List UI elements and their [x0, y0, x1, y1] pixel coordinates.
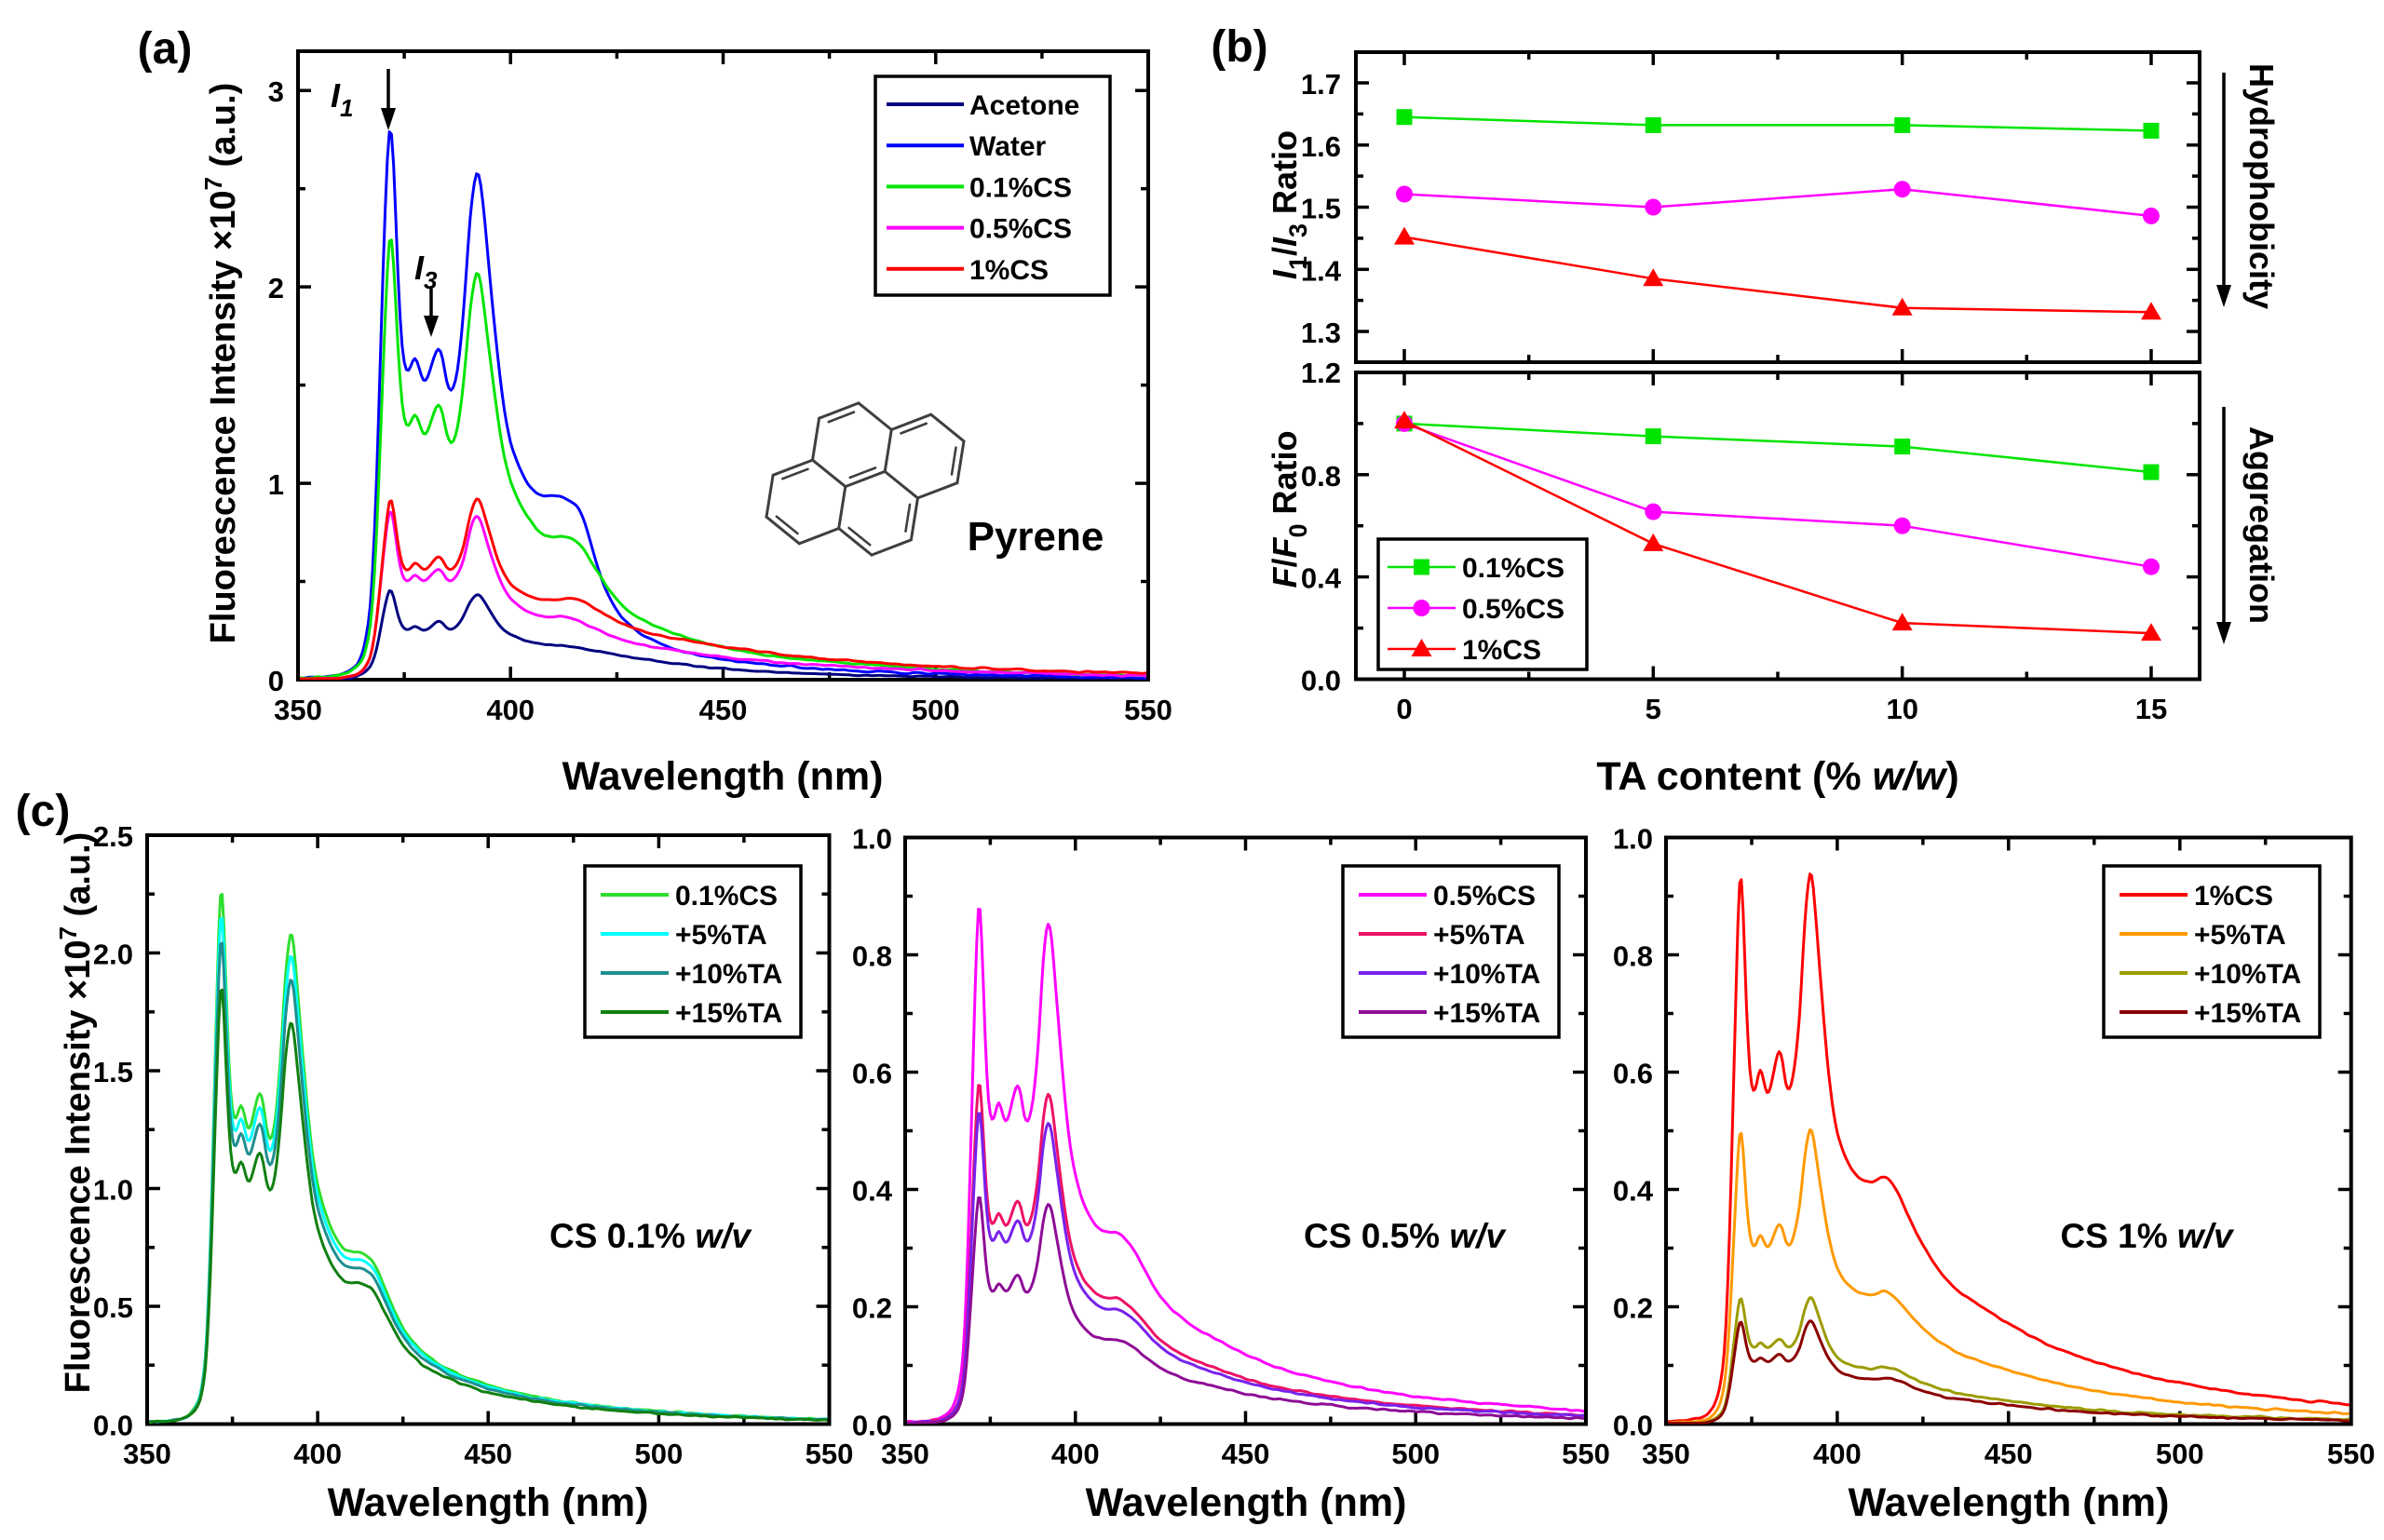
svg-text:0.0: 0.0 [852, 1410, 892, 1442]
svg-text:400: 400 [293, 1438, 342, 1470]
svg-text:1.4: 1.4 [1301, 254, 1342, 287]
svg-text:CS 0.1% w/v: CS 0.1% w/v [549, 1217, 752, 1255]
svg-text:0.1%CS: 0.1%CS [1462, 553, 1564, 584]
svg-text:1.0: 1.0 [852, 823, 892, 856]
svg-text:1%CS: 1%CS [969, 255, 1049, 286]
svg-text:0.5%CS: 0.5%CS [969, 214, 1072, 245]
svg-text:2.0: 2.0 [93, 939, 133, 971]
svg-text:0.0: 0.0 [1301, 665, 1341, 697]
svg-text:Pyrene: Pyrene [968, 514, 1104, 560]
svg-text:10: 10 [1886, 693, 1917, 725]
svg-text:Wavelength (nm): Wavelength (nm) [328, 1480, 649, 1525]
svg-text:0.8: 0.8 [852, 940, 892, 973]
svg-text:1.3: 1.3 [1301, 317, 1341, 349]
svg-text:0.8: 0.8 [1613, 940, 1653, 973]
svg-text:550: 550 [806, 1438, 854, 1470]
svg-text:550: 550 [2327, 1438, 2376, 1470]
svg-text:350: 350 [123, 1438, 171, 1470]
svg-text:0.2: 0.2 [852, 1292, 892, 1325]
svg-text:450: 450 [1984, 1438, 2033, 1470]
svg-text:Aggregation: Aggregation [2242, 426, 2281, 624]
svg-text:+5%TA: +5%TA [2194, 920, 2286, 951]
svg-text:+5%TA: +5%TA [675, 920, 767, 951]
svg-text:1.6: 1.6 [1301, 130, 1341, 163]
svg-text:400: 400 [486, 694, 535, 726]
svg-text:500: 500 [1391, 1438, 1440, 1470]
svg-text:500: 500 [912, 694, 960, 726]
svg-text:0: 0 [1396, 693, 1412, 725]
svg-text:Fluorescence Intensity ×107 (a: Fluorescence Intensity ×107 (a.u.) [199, 83, 243, 644]
svg-text:500: 500 [635, 1438, 684, 1470]
svg-text:Fluorescence Intensity ×107 (a: Fluorescence Intensity ×107 (a.u.) [54, 832, 98, 1394]
svg-text:+15%TA: +15%TA [2194, 998, 2301, 1029]
svg-text:550: 550 [1562, 1438, 1610, 1470]
svg-text:0.6: 0.6 [852, 1058, 892, 1090]
svg-text:+15%TA: +15%TA [675, 998, 782, 1029]
svg-text:CS 1% w/v: CS 1% w/v [2060, 1217, 2234, 1255]
svg-text:0.5%CS: 0.5%CS [1433, 881, 1536, 912]
svg-text:550: 550 [1124, 694, 1172, 726]
svg-text:(a): (a) [138, 24, 193, 74]
svg-text:3: 3 [268, 75, 284, 108]
svg-text:1.5: 1.5 [93, 1056, 133, 1088]
svg-text:TA content (% w/w): TA content (% w/w) [1596, 754, 1958, 799]
svg-text:(c): (c) [16, 787, 71, 836]
svg-text:+10%TA: +10%TA [1433, 959, 1540, 990]
svg-text:500: 500 [2156, 1438, 2204, 1470]
svg-text:0.4: 0.4 [852, 1175, 893, 1208]
svg-text:I1/I3 Ratio: I1/I3 Ratio [1266, 130, 1312, 279]
svg-text:350: 350 [1642, 1438, 1690, 1470]
svg-text:5: 5 [1646, 693, 1661, 725]
svg-text:Acetone: Acetone [969, 90, 1079, 121]
svg-text:Wavelength (nm): Wavelength (nm) [1086, 1480, 1407, 1525]
svg-text:1: 1 [268, 468, 284, 501]
svg-text:0.1%CS: 0.1%CS [969, 172, 1072, 203]
svg-text:+5%TA: +5%TA [1433, 920, 1525, 951]
svg-text:+15%TA: +15%TA [1433, 998, 1540, 1029]
svg-text:CS 0.5% w/v: CS 0.5% w/v [1304, 1217, 1507, 1255]
svg-text:350: 350 [881, 1438, 929, 1470]
svg-text:2: 2 [268, 272, 284, 304]
svg-text:0.2: 0.2 [1613, 1292, 1653, 1325]
svg-text:0.8: 0.8 [1301, 460, 1341, 493]
svg-text:Water: Water [969, 131, 1047, 162]
svg-text:15: 15 [2135, 693, 2167, 725]
svg-text:450: 450 [464, 1438, 512, 1470]
svg-text:Hydrophobicity: Hydrophobicity [2242, 63, 2281, 309]
svg-text:1.0: 1.0 [1613, 823, 1653, 856]
svg-text:0.0: 0.0 [1613, 1410, 1653, 1442]
svg-text:0: 0 [268, 665, 284, 697]
svg-text:450: 450 [699, 694, 748, 726]
svg-text:0.6: 0.6 [1613, 1058, 1653, 1090]
svg-text:+10%TA: +10%TA [2194, 959, 2301, 990]
svg-text:1.5: 1.5 [1301, 193, 1341, 225]
svg-text:0.0: 0.0 [93, 1410, 133, 1442]
svg-text:400: 400 [1051, 1438, 1100, 1470]
svg-text:1%CS: 1%CS [1462, 635, 1541, 666]
svg-text:0.4: 0.4 [1301, 562, 1342, 595]
svg-text:1.7: 1.7 [1301, 68, 1341, 101]
svg-text:0.4: 0.4 [1613, 1175, 1654, 1208]
svg-text:0.1%CS: 0.1%CS [675, 881, 778, 912]
svg-text:1%CS: 1%CS [2194, 881, 2273, 912]
svg-text:2.5: 2.5 [93, 820, 133, 853]
svg-text:1.0: 1.0 [93, 1174, 133, 1207]
svg-text:+10%TA: +10%TA [675, 959, 782, 990]
svg-text:400: 400 [1813, 1438, 1862, 1470]
svg-text:(b): (b) [1211, 22, 1267, 72]
svg-text:Wavelength (nm): Wavelength (nm) [1849, 1480, 2170, 1525]
svg-text:0.5%CS: 0.5%CS [1462, 594, 1564, 625]
svg-text:1.2: 1.2 [1301, 357, 1341, 389]
svg-text:350: 350 [274, 694, 322, 726]
svg-text:0.5: 0.5 [93, 1291, 133, 1324]
svg-text:450: 450 [1222, 1438, 1270, 1470]
svg-text:Wavelength (nm): Wavelength (nm) [562, 754, 884, 799]
